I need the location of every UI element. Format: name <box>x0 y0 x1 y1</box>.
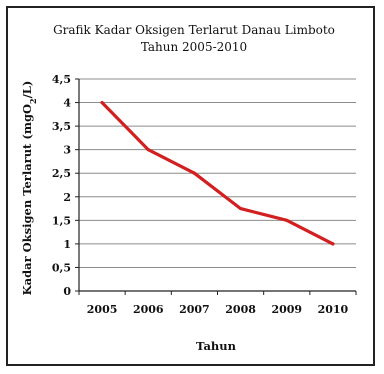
axes <box>75 78 357 295</box>
x-tick-label: 2008 <box>225 303 256 316</box>
series-line <box>100 100 335 246</box>
x-axis-label: Tahun <box>196 339 237 353</box>
data-point <box>238 206 243 211</box>
y-tick-label: 1 <box>63 238 71 251</box>
gridlines <box>79 78 356 268</box>
y-axis-label: Kadar Oksigen Terlarut (mgO2/L) <box>20 81 38 296</box>
x-tick-label: 2009 <box>271 303 302 316</box>
data-point <box>192 171 197 175</box>
chart-frame <box>6 6 375 366</box>
x-tick-label: 2007 <box>179 303 210 316</box>
data-point <box>331 242 335 246</box>
y-tick-label: 4,5 <box>52 73 71 86</box>
y-tick-label: 0,5 <box>52 261 71 274</box>
y-tick-label: 2,5 <box>52 167 71 180</box>
y-axis-label-subscript: 2 <box>28 98 38 104</box>
y-tick-label: 1,5 <box>52 214 71 227</box>
x-tick-label: 2006 <box>133 303 164 316</box>
y-tick-label: 3 <box>63 144 71 157</box>
chart-title-line1: Grafik Kadar Oksigen Terlarut Danau Limb… <box>53 23 335 37</box>
x-tick-label: 2005 <box>87 303 118 316</box>
y-tick-label: 0 <box>63 285 71 298</box>
series <box>100 100 335 246</box>
data-point <box>100 100 104 105</box>
y-axis-label-main: Kadar Oksigen Terlarut (mgO <box>20 104 34 295</box>
y-tick-label: 2 <box>63 191 71 204</box>
y-axis-label-end: /L) <box>20 81 34 99</box>
y-tick-label: 4 <box>63 97 71 110</box>
x-tick-labels: 2005 2006 2007 2008 2009 2010 <box>87 303 349 316</box>
data-point <box>285 218 289 222</box>
chart-title-line2: Tahun 2005-2010 <box>141 40 247 54</box>
y-tick-labels: 0 0,5 1 1,5 2 2,5 3 3,5 4 4,5 <box>52 73 71 298</box>
data-point <box>146 148 150 152</box>
x-tick-label: 2010 <box>318 303 349 316</box>
y-tick-label: 3,5 <box>52 120 71 133</box>
